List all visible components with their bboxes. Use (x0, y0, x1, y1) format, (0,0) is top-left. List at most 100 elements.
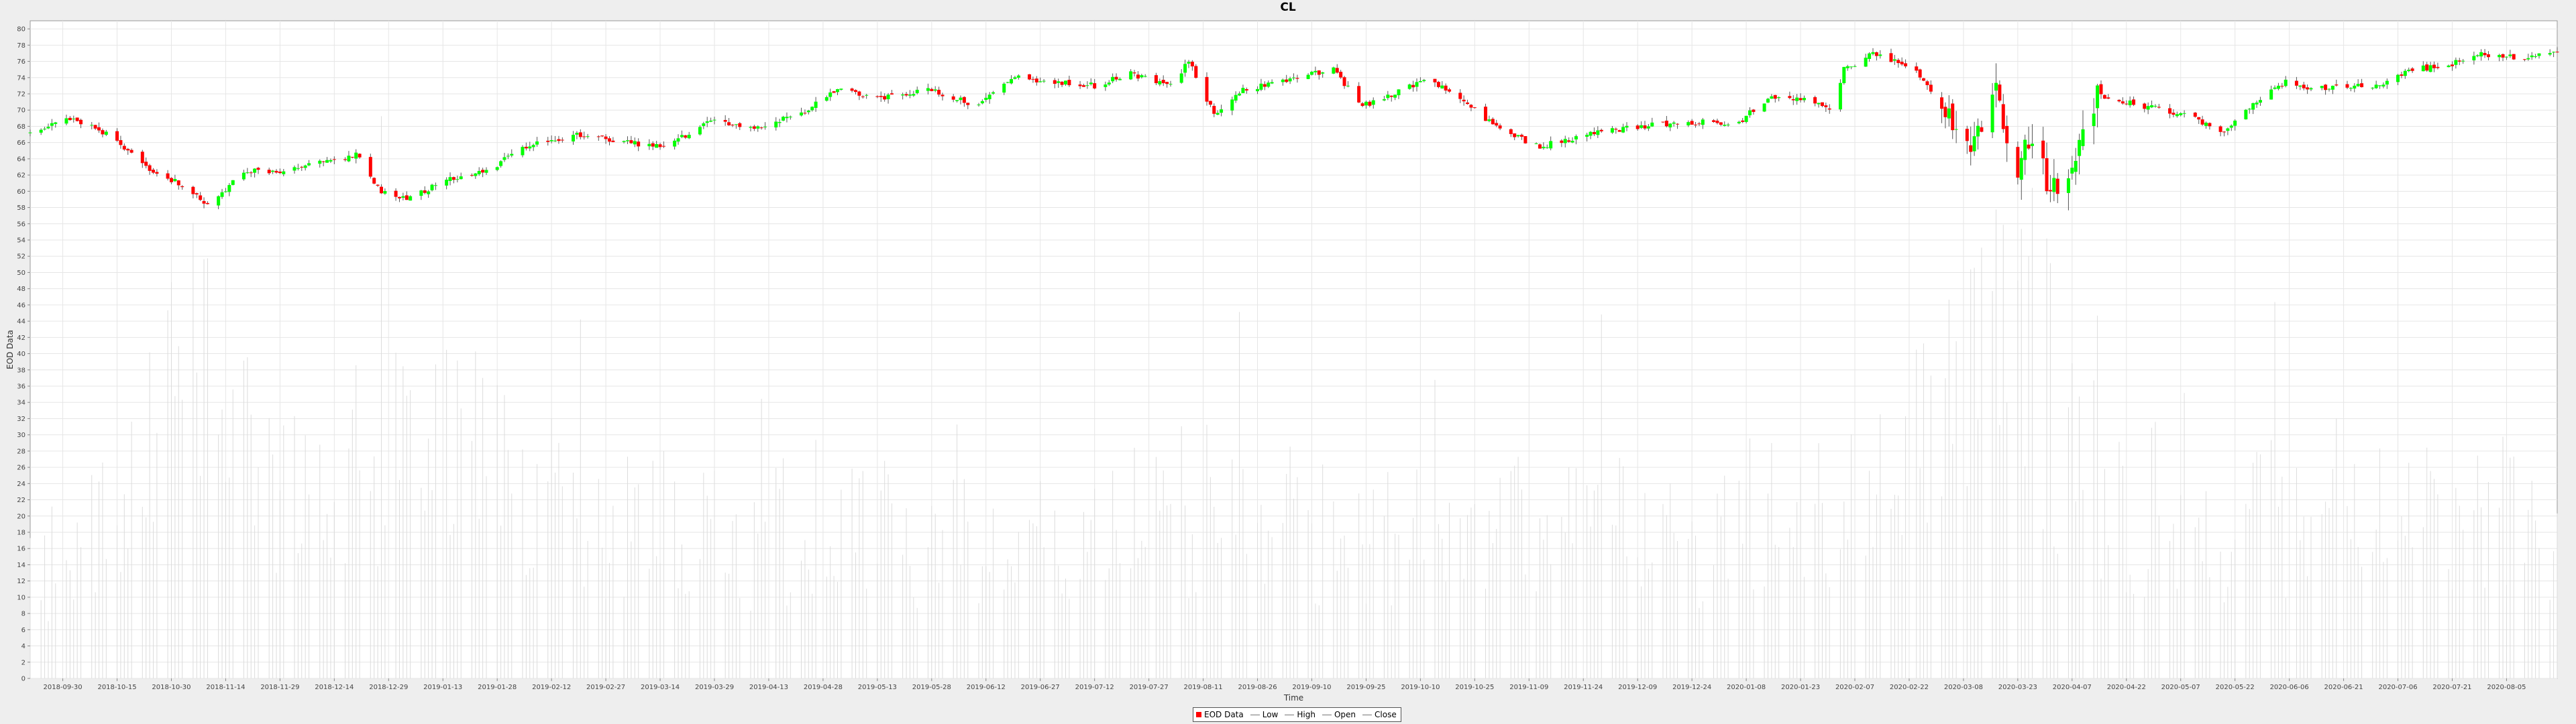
candle-down (1513, 133, 1517, 137)
x-tick-label: 2019-11-24 (1564, 684, 1603, 691)
y-tick-label: 48 (17, 286, 25, 293)
candle-down (1484, 107, 1488, 121)
candle-down (1205, 76, 1209, 102)
candle-down (1951, 103, 1955, 131)
candle-down (2102, 95, 2106, 99)
candle-down (75, 117, 79, 121)
candle-down (1190, 62, 1194, 67)
candle-up (521, 147, 525, 156)
candle-up (354, 152, 358, 159)
candle-up (1516, 135, 1520, 137)
candle-up (2150, 105, 2154, 108)
candle-down (752, 126, 756, 129)
candle-up (2421, 65, 2425, 72)
candle-down (629, 140, 633, 143)
candle-up (1994, 82, 1998, 91)
candle-up (1744, 115, 1748, 122)
candle-up (1545, 147, 1549, 148)
candle-down (2117, 99, 2121, 102)
x-tick-label: 2019-01-13 (423, 684, 462, 691)
candle-down (2125, 103, 2129, 105)
candle-up (2309, 88, 2313, 90)
candle-down (1509, 129, 1513, 134)
candle-up (296, 168, 300, 169)
y-tick-label: 70 (17, 107, 25, 115)
candle-up (680, 135, 684, 137)
candle-down (2522, 59, 2526, 60)
candle-down (1462, 99, 1466, 102)
candle-down (1915, 66, 1919, 71)
candle-up (1332, 67, 1336, 74)
y-tick-label: 12 (17, 578, 25, 585)
candle-up (2530, 55, 2534, 58)
y-tick-label: 18 (17, 530, 25, 537)
candle-down (684, 135, 688, 138)
candle-up (2146, 106, 2150, 110)
x-tick-label: 2019-09-25 (1346, 684, 1385, 691)
candle-up (774, 121, 778, 128)
candle-down (2041, 140, 2045, 159)
candle-down (1560, 140, 1564, 143)
x-tick-label: 2019-08-11 (1184, 684, 1223, 691)
candle-down (144, 162, 148, 166)
candle-up (1845, 66, 1849, 68)
candle-down (2005, 125, 2009, 143)
candle-up (1990, 95, 1994, 133)
candle-down (274, 170, 278, 173)
candle-down (1715, 120, 1719, 123)
candle-down (1799, 98, 1803, 101)
candle-up (1650, 122, 1654, 127)
x-tick-label: 2019-11-09 (1509, 684, 1548, 691)
y-tick-label: 44 (17, 318, 25, 326)
candle-up (2052, 178, 2056, 192)
candle-down (1093, 83, 1097, 88)
candle-down (2410, 68, 2414, 71)
y-tick-label: 24 (17, 481, 25, 488)
candle-up (1407, 84, 1411, 89)
x-tick-label: 2019-10-25 (1455, 684, 1494, 691)
candle-up (2030, 143, 2034, 146)
y-tick-label: 40 (17, 351, 25, 358)
candle-up (1646, 126, 1650, 129)
candle-up (1038, 81, 1042, 82)
candle-up (777, 122, 782, 123)
candle-up (1686, 122, 1690, 126)
candle-down (2027, 144, 2031, 149)
legend-label: Open (1334, 710, 1356, 719)
x-tick-label: 2019-05-28 (912, 684, 951, 691)
legend: EOD Data Low High Open Close (1193, 707, 1401, 722)
candle-up (246, 172, 250, 174)
candle-up (782, 117, 786, 121)
candle-down (637, 141, 641, 147)
candle-up (307, 163, 311, 166)
candle-down (1874, 52, 1878, 56)
x-tick-label: 2020-01-08 (1727, 684, 1766, 691)
candle-down (1889, 53, 1893, 62)
candle-down (930, 88, 934, 91)
candle-up (1418, 80, 1422, 82)
candle-up (419, 190, 423, 196)
candle-down (890, 93, 894, 95)
candle-down (857, 91, 861, 96)
candle-down (600, 135, 604, 137)
candle-up (1954, 129, 1958, 130)
candle-down (1969, 145, 1973, 152)
candle-up (814, 101, 818, 108)
candle-up (282, 171, 286, 174)
candle-up (575, 133, 579, 135)
candle-down (1523, 136, 1527, 143)
candle-down (1661, 121, 1665, 123)
candle-up (39, 129, 43, 133)
candle-up (810, 107, 814, 111)
candle-down (1136, 74, 1140, 79)
candle-down (1081, 85, 1085, 87)
candle-up (824, 97, 828, 101)
candle-up (1267, 82, 1271, 87)
candle-down (651, 143, 655, 147)
x-axis-label: Time (1283, 693, 1303, 703)
y-tick-label: 56 (17, 221, 25, 228)
candle-up (2526, 58, 2530, 60)
candle-up (427, 191, 431, 194)
y-tick-label: 14 (17, 562, 25, 569)
candle-up (347, 156, 351, 162)
